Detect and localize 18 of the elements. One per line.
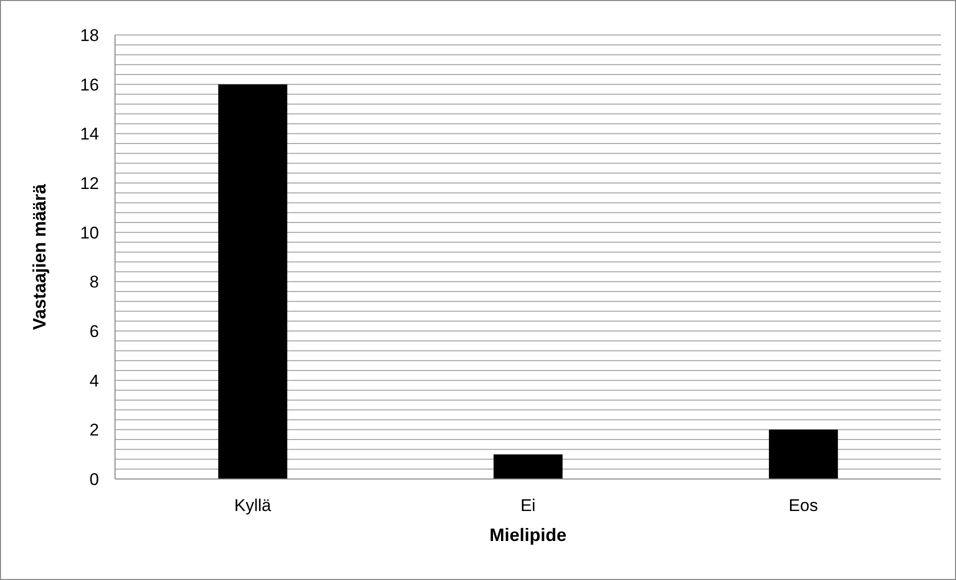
y-tick-label: 16 [80, 75, 99, 94]
y-tick-label: 14 [80, 124, 99, 144]
y-tick-label: 0 [90, 470, 99, 490]
bar [768, 430, 838, 479]
y-tick-label: 6 [90, 322, 99, 342]
y-tick-label: 18 [80, 26, 99, 46]
y-axis-title: Vastaajien määrä [29, 182, 50, 330]
x-tick-label: Eos [788, 496, 818, 516]
x-axis-title: Mielipide [489, 525, 567, 545]
bar [494, 454, 563, 479]
x-tick-label: Ei [520, 496, 536, 516]
y-tick-label: 2 [90, 420, 99, 440]
y-tick-label: 4 [90, 371, 99, 390]
y-tick-label: 12 [80, 174, 99, 194]
y-tick-label: 8 [90, 272, 99, 292]
bar [218, 84, 288, 479]
x-tick-label: Kyllä [234, 496, 272, 516]
y-tick-label: 10 [80, 223, 99, 242]
